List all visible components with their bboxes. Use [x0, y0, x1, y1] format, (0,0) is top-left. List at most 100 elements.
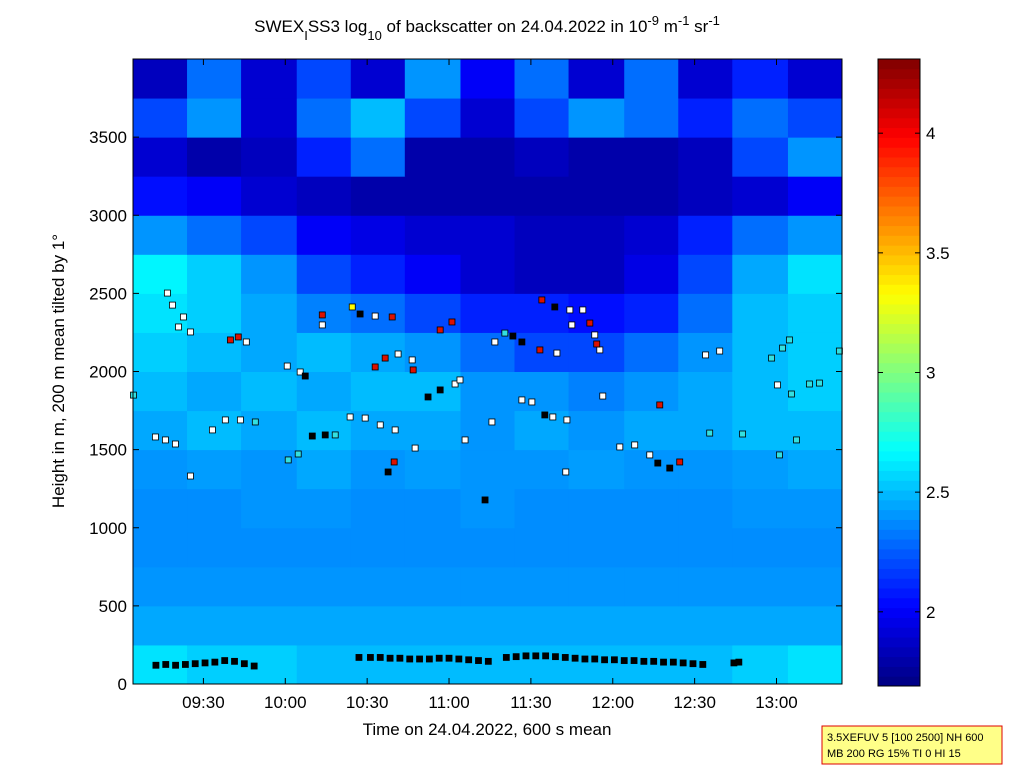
colorbar-strip [878, 676, 920, 687]
x-tick-label: 11:00 [428, 693, 469, 712]
heatmap-cell [241, 449, 298, 490]
heatmap-cell [732, 254, 789, 294]
heatmap-cell [187, 293, 242, 333]
marker [553, 349, 561, 357]
marker [436, 386, 444, 394]
heatmap-cell [787, 98, 843, 138]
info-box [821, 725, 1003, 765]
marker [384, 468, 392, 476]
marker [596, 346, 604, 354]
marker [739, 430, 747, 438]
heatmap-cell [404, 59, 461, 99]
heatmap-cell [678, 59, 733, 99]
colorbar-strip [878, 539, 920, 550]
heatmap-cell [404, 488, 461, 529]
axes: 09:30 10:00 10:30 11:00 11:30 12:00 12:30 13:00… [89, 59, 842, 712]
heatmap-cell [404, 176, 461, 216]
heatmap-cell [624, 215, 679, 255]
heatmap-cell [133, 371, 188, 412]
heatmap-cell [514, 137, 570, 177]
marker [172, 661, 179, 669]
colorbar-strip [878, 588, 920, 599]
heatmap-cell [787, 137, 843, 177]
marker [552, 653, 559, 661]
heatmap-cell [404, 332, 461, 372]
title-part: 10 [367, 28, 381, 43]
marker [152, 433, 159, 441]
marker [716, 347, 724, 355]
marker [376, 421, 384, 429]
colorbar-strip [878, 421, 920, 432]
heatmap-cell [678, 137, 733, 177]
heatmap-cell [133, 176, 188, 216]
marker [488, 418, 496, 426]
heatmap-cell [732, 98, 789, 138]
heatmap-cell [404, 410, 461, 451]
heatmap-cell [568, 644, 625, 685]
colorbar-strip [878, 254, 920, 266]
heatmap-cell [296, 566, 352, 607]
heatmap-cell [133, 137, 188, 177]
marker [461, 436, 469, 444]
heatmap-cell [678, 176, 733, 216]
marker [610, 656, 618, 664]
heatmap-cell [133, 644, 188, 685]
heatmap-cell [678, 410, 733, 451]
heatmap-cell [296, 332, 352, 372]
heatmap-cell [787, 410, 843, 451]
x-tick-label: 12:30 [673, 693, 716, 712]
marker [386, 654, 394, 662]
heatmap-cell [460, 605, 516, 646]
heatmap-cell [624, 293, 679, 333]
heatmap-cell [732, 176, 789, 216]
info-line: 3.5XEFUV 5 [100 2500] NH 600 [827, 732, 984, 744]
heatmap-cell [787, 644, 843, 685]
marker [788, 390, 795, 398]
heatmap-cell [460, 254, 516, 294]
heatmap-cell [133, 254, 188, 294]
marker [445, 654, 453, 662]
heatmap-cell [350, 176, 406, 216]
heatmap-cell [568, 488, 625, 529]
heatmap-cell [241, 176, 298, 216]
heatmap-cell [787, 605, 843, 646]
marker [175, 323, 182, 331]
colorbar-strip [878, 225, 920, 236]
heatmap-cell [568, 449, 625, 490]
heatmap-cell [624, 98, 679, 138]
marker [408, 356, 416, 364]
heatmap-cell [460, 59, 516, 99]
marker [689, 660, 697, 668]
heatmap-cell [460, 332, 516, 372]
heatmap-cell [678, 449, 733, 490]
y-tick-label: 3500 [89, 128, 127, 147]
marker [180, 313, 187, 321]
heatmap-cell [514, 215, 570, 255]
heatmap-cell [187, 176, 242, 216]
marker [394, 350, 402, 358]
heatmap-cell [624, 332, 679, 372]
y-axis-label: Height in m, 200 m mean tilted by 1° [49, 234, 68, 508]
heatmap-cell [404, 449, 461, 490]
marker [616, 443, 624, 451]
marker [522, 652, 530, 660]
colorbar-strip [878, 519, 920, 530]
x-tick-label: 13:00 [755, 693, 798, 712]
heatmap-cell [460, 137, 516, 177]
y-tick-label: 1000 [89, 519, 127, 538]
colorbar-strip [878, 431, 920, 442]
marker [568, 321, 576, 329]
marker [187, 472, 194, 480]
heatmap-cell [133, 332, 188, 372]
colorbar-tick-label: 2 [926, 603, 935, 622]
heatmap-cell [404, 293, 461, 333]
marker [501, 329, 509, 337]
colorbar-strip [878, 156, 920, 168]
heatmap-cell [404, 527, 461, 568]
marker [346, 413, 354, 421]
heatmap-cell [732, 215, 789, 255]
heatmap-cell [787, 176, 843, 216]
y-tick-label: 500 [99, 597, 127, 616]
marker [591, 331, 599, 339]
marker [774, 381, 781, 389]
